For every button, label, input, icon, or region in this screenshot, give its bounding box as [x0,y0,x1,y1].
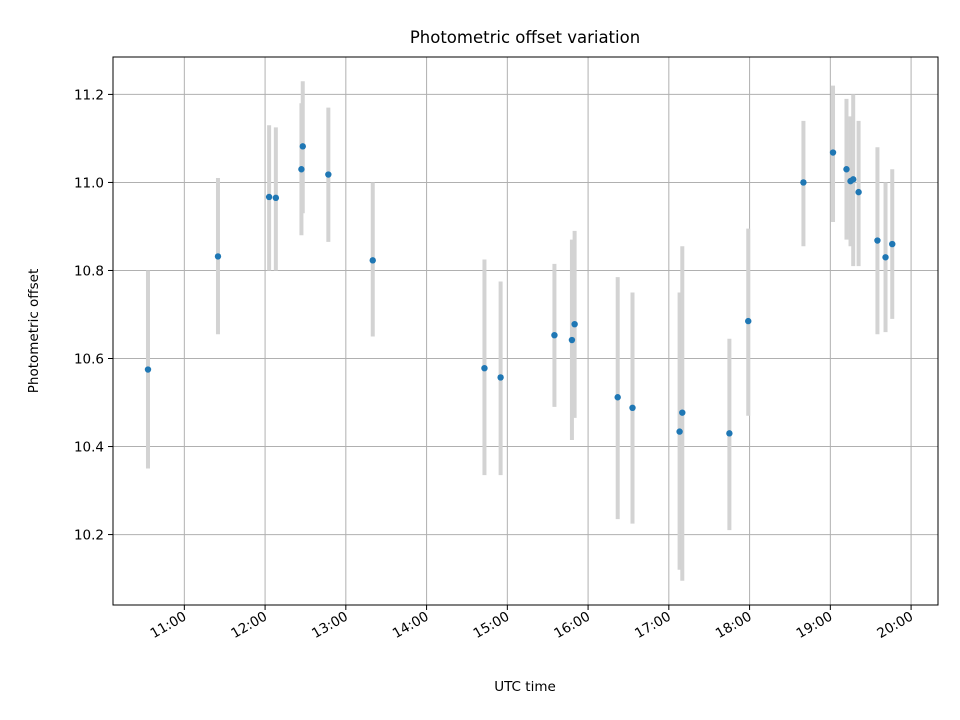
data-point [497,374,504,381]
y-axis-ticks: 10.2 10.4 10.6 10.8 11.0 11.2 [74,87,113,544]
x-axis-label: UTC time [494,679,556,695]
data-point [679,409,686,416]
y-tick-label: 10.8 [74,263,104,279]
grid [113,57,938,605]
data-point [481,364,488,372]
data-point [325,171,332,178]
data-point [843,166,850,173]
data-point [829,149,837,156]
y-axis-label: Photometric offset [26,269,42,393]
data-point [265,193,273,201]
data-point [629,404,636,412]
data-point [568,336,576,344]
data-point [726,430,733,437]
chart-title: Photometric offset variation [410,28,640,47]
data-point [676,428,683,435]
data-point [299,143,306,150]
data-point [874,237,881,244]
data-point [369,257,376,264]
data-point [889,240,896,248]
data-point [214,253,222,260]
y-tick-label: 10.6 [74,352,104,368]
axes-frame [112,56,939,606]
data-point [144,366,152,373]
y-tick-label: 11.0 [74,175,104,191]
data-point [745,317,752,325]
data-point [855,188,862,196]
y-tick-label: 11.2 [74,87,104,103]
y-tick-label: 10.2 [74,528,104,544]
data-point [551,331,558,339]
data-point [800,179,807,186]
plot-area [113,57,938,605]
data-point [850,176,857,183]
data-point [571,320,578,328]
y-tick-label: 10.4 [74,440,104,456]
data-points [144,143,896,437]
data-point [272,194,280,202]
data-point [298,166,305,173]
data-point [614,394,621,401]
data-point [882,254,889,261]
